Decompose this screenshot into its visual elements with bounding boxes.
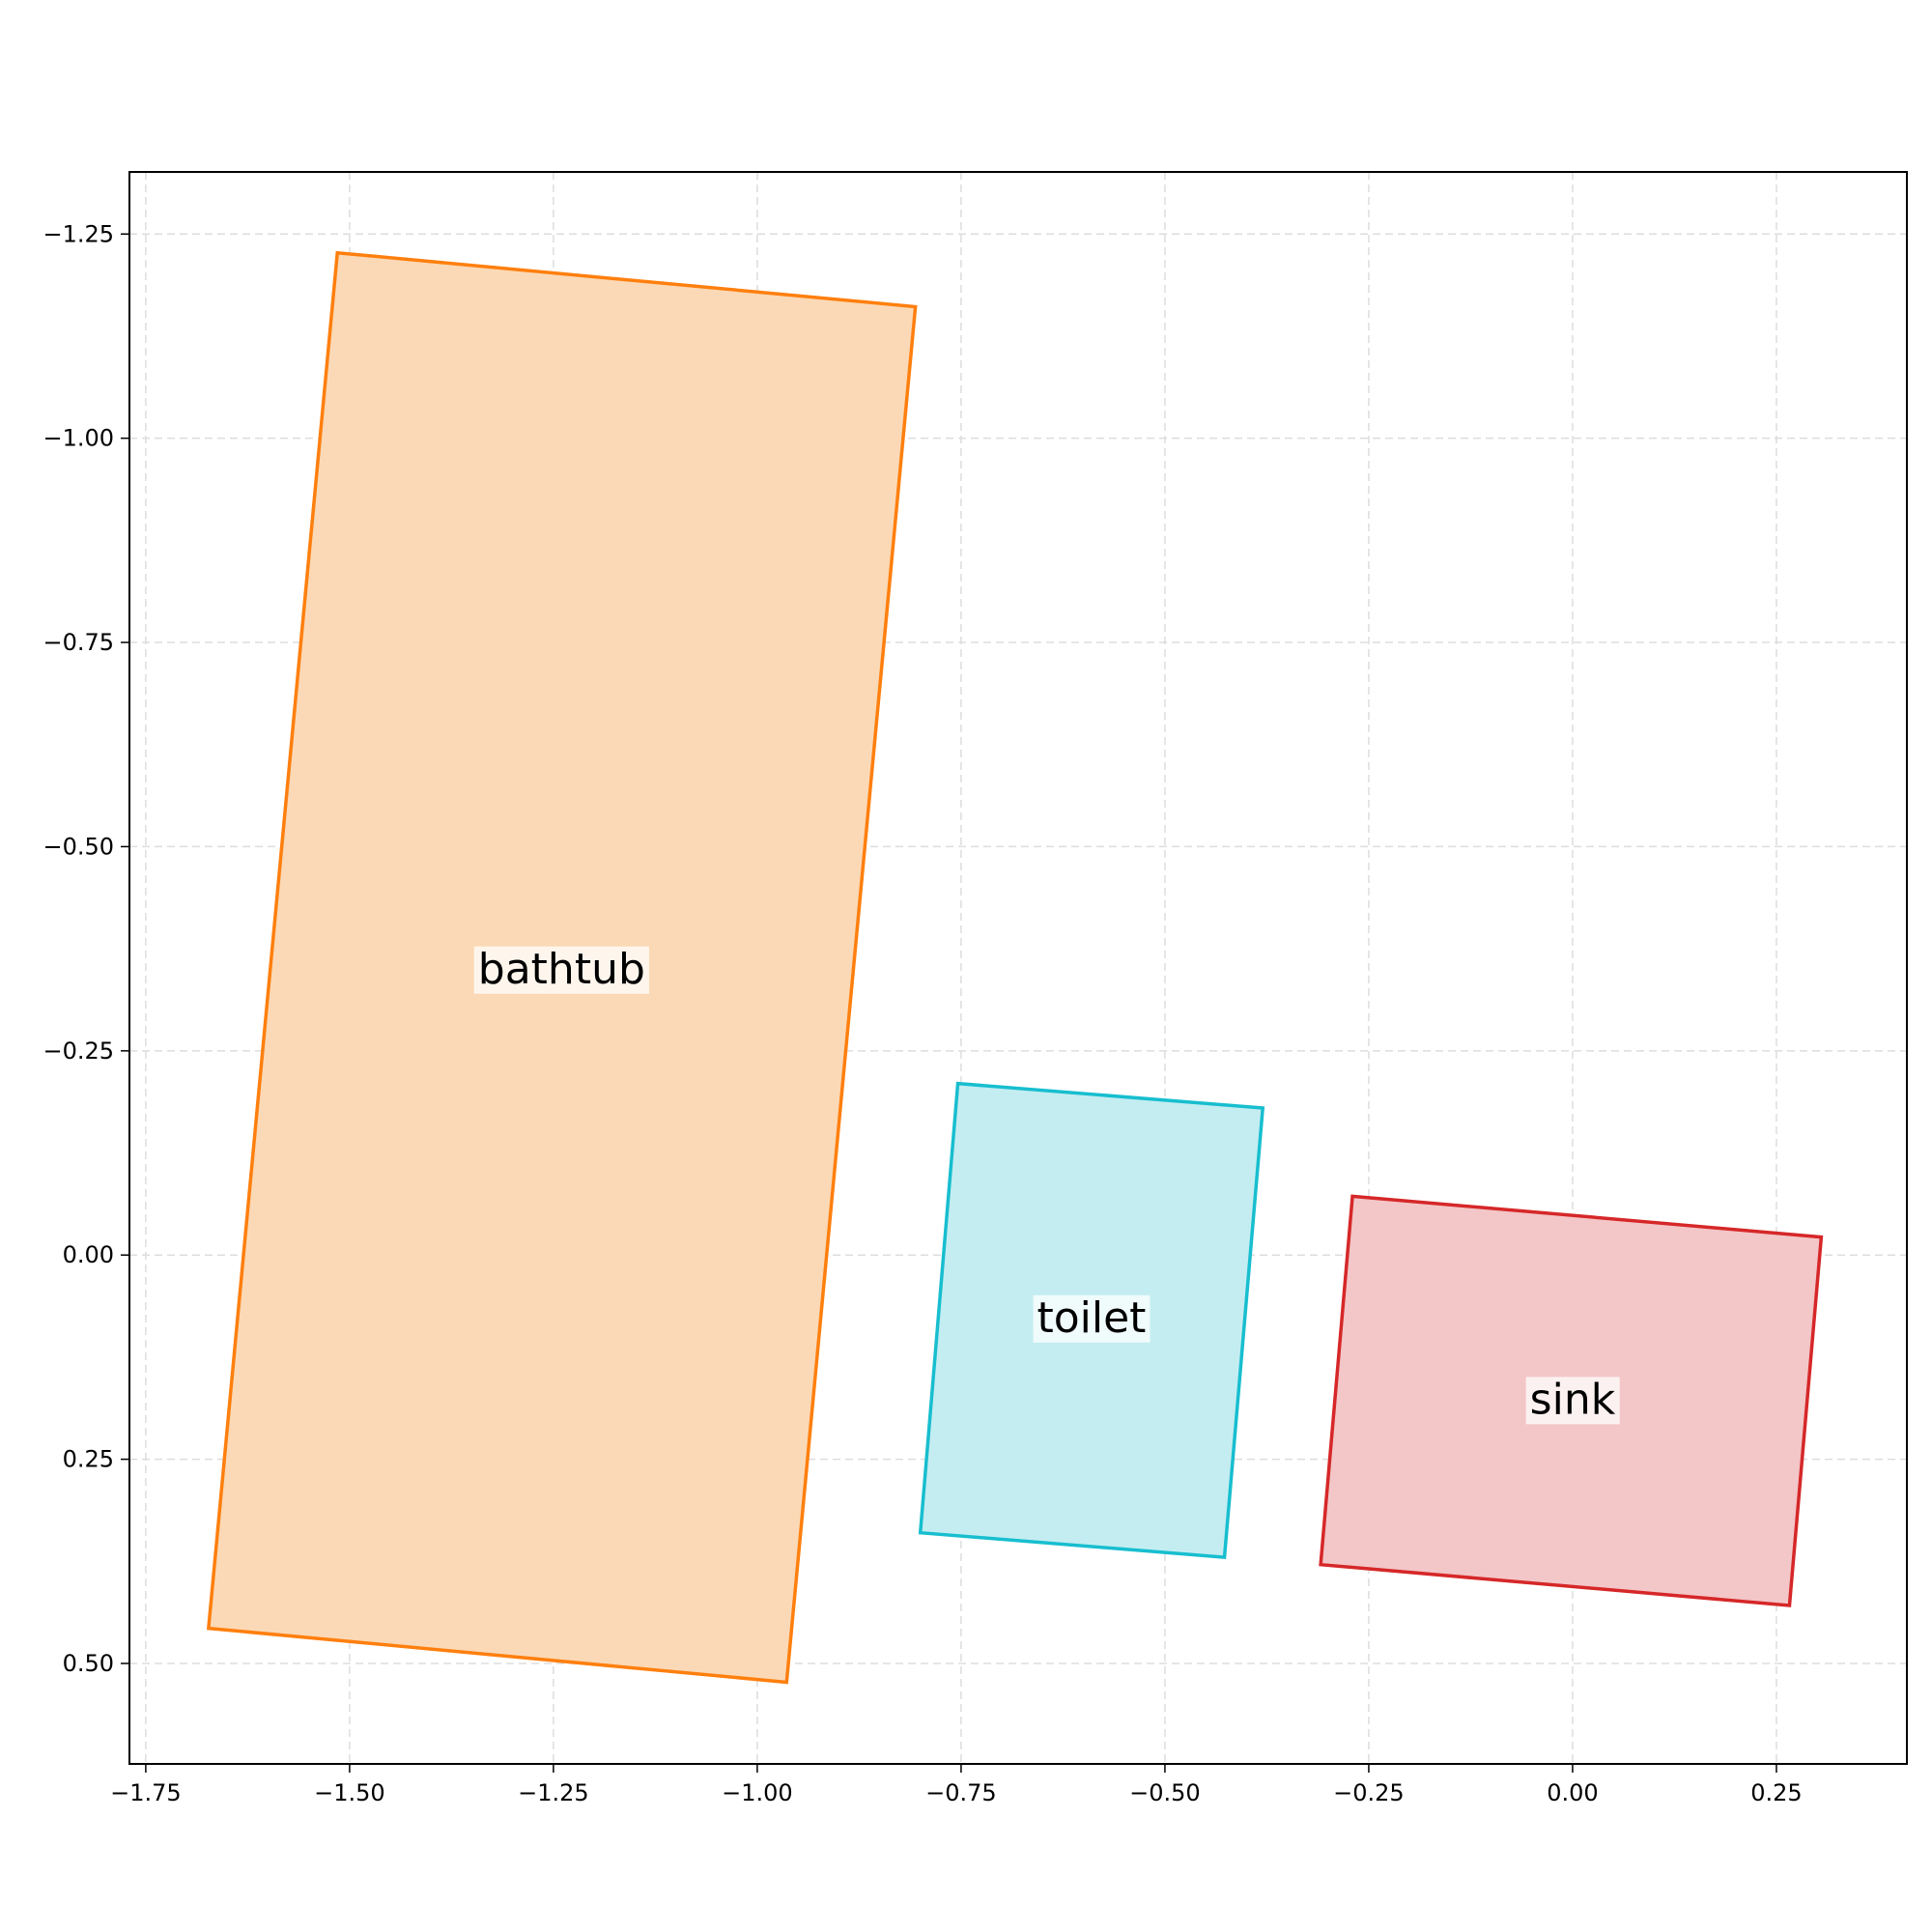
x-tick-label: −0.75 — [925, 1779, 997, 1806]
bathtub-label-background — [473, 946, 649, 994]
x-tick-label: −1.50 — [314, 1779, 385, 1806]
bathtub-label: bathtub — [478, 945, 645, 994]
y-tick-label: −1.00 — [43, 425, 114, 452]
object-labels: bathtub toilet sink — [473, 945, 1620, 1425]
x-tick-label: 0.25 — [1750, 1779, 1802, 1806]
y-tick-label: −0.75 — [43, 629, 114, 656]
y-tick-label: −0.50 — [43, 833, 114, 860]
toilet-label: toilet — [1037, 1293, 1146, 1343]
x-tick-label: −0.50 — [1129, 1779, 1201, 1806]
x-axis-ticks: −1.75 −1.50 −1.25 −1.00 −0.75 −0.50 −0.25 0.00 0… — [110, 1764, 1803, 1806]
sink-label-background — [1525, 1377, 1620, 1425]
y-tick-label: 0.00 — [63, 1241, 114, 1268]
x-tick-label: 0.00 — [1547, 1779, 1598, 1806]
x-tick-label: −0.25 — [1333, 1779, 1405, 1806]
x-tick-label: −1.25 — [518, 1779, 589, 1806]
y-tick-label: 0.50 — [63, 1650, 114, 1677]
toilet-label-background — [1033, 1294, 1151, 1343]
x-tick-label: −1.00 — [722, 1779, 793, 1806]
axes-frame — [128, 171, 1908, 1765]
y-tick-label: −1.25 — [43, 220, 114, 247]
sink-label: sink — [1530, 1375, 1616, 1424]
y-tick-label: −0.25 — [43, 1037, 114, 1065]
x-tick-label: −1.75 — [110, 1779, 182, 1806]
y-tick-label: 0.25 — [63, 1446, 114, 1473]
y-axis-ticks: −1.25 −1.00 −0.75 −0.50 −0.25 0.00 0.25 0.50 — [43, 220, 129, 1677]
